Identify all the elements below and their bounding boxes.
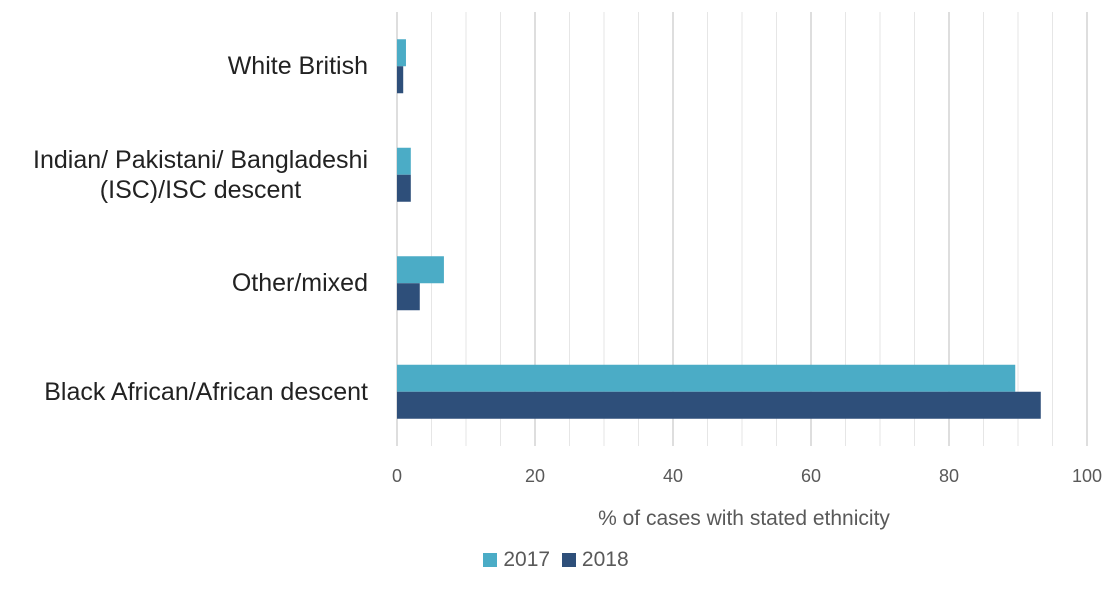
bar-2018-other-mixed: [397, 283, 420, 311]
legend: 2017 2018: [0, 548, 1112, 573]
bar-2018-indian-pakistani-bangladeshi-isc-isc-descent: [397, 174, 411, 202]
legend-item-2017: 2017: [483, 548, 550, 572]
bar-2018-white-british: [397, 66, 404, 94]
x-axis-title: % of cases with stated ethnicity: [598, 507, 890, 530]
legend-label-2017: 2017: [503, 548, 551, 571]
x-tick-label: 40: [663, 466, 683, 486]
category-label-other-mixed: Other/mixed: [232, 268, 368, 298]
legend-label-2018: 2018: [581, 548, 629, 571]
category-label-white-british: White British: [228, 51, 368, 81]
x-tick-label: 80: [939, 466, 959, 486]
category-label-line: Other/mixed: [231, 269, 368, 298]
bar-2018-black-african-african-descent: [397, 391, 1041, 419]
bar-2017-other-mixed: [397, 256, 444, 284]
category-label-line: White British: [227, 52, 368, 81]
legend-swatch-2018: [561, 553, 576, 567]
x-tick-label: 100: [1072, 466, 1102, 486]
legend-item-2018: 2018: [561, 548, 629, 572]
bar-2017-black-african-african-descent: [397, 364, 1016, 392]
bar-2017-white-british: [397, 39, 406, 67]
category-label-indian-pakistani-bangladeshi-isc-isc-descent: Indian/ Pakistani/ Bangladeshi (ISC)/ISC …: [33, 145, 368, 205]
category-label-line: (ISC)/ISC descent: [99, 175, 302, 204]
category-label-black-african-african-descent: Black African/African descent: [44, 377, 368, 407]
x-tick-label: 20: [525, 466, 545, 486]
x-tick-label: 60: [801, 466, 821, 486]
bars: [397, 39, 1041, 419]
category-label-line: Black African/African descent: [44, 377, 368, 406]
x-tick-labels: 0 20 40 60 80 100: [392, 466, 1102, 486]
bar-2017-indian-pakistani-bangladeshi-isc-isc-descent: [397, 147, 411, 175]
category-label-line: Indian/ Pakistani/ Bangladeshi: [33, 145, 368, 174]
x-tick-label: 0: [392, 466, 402, 486]
legend-swatch-2017: [483, 553, 498, 567]
